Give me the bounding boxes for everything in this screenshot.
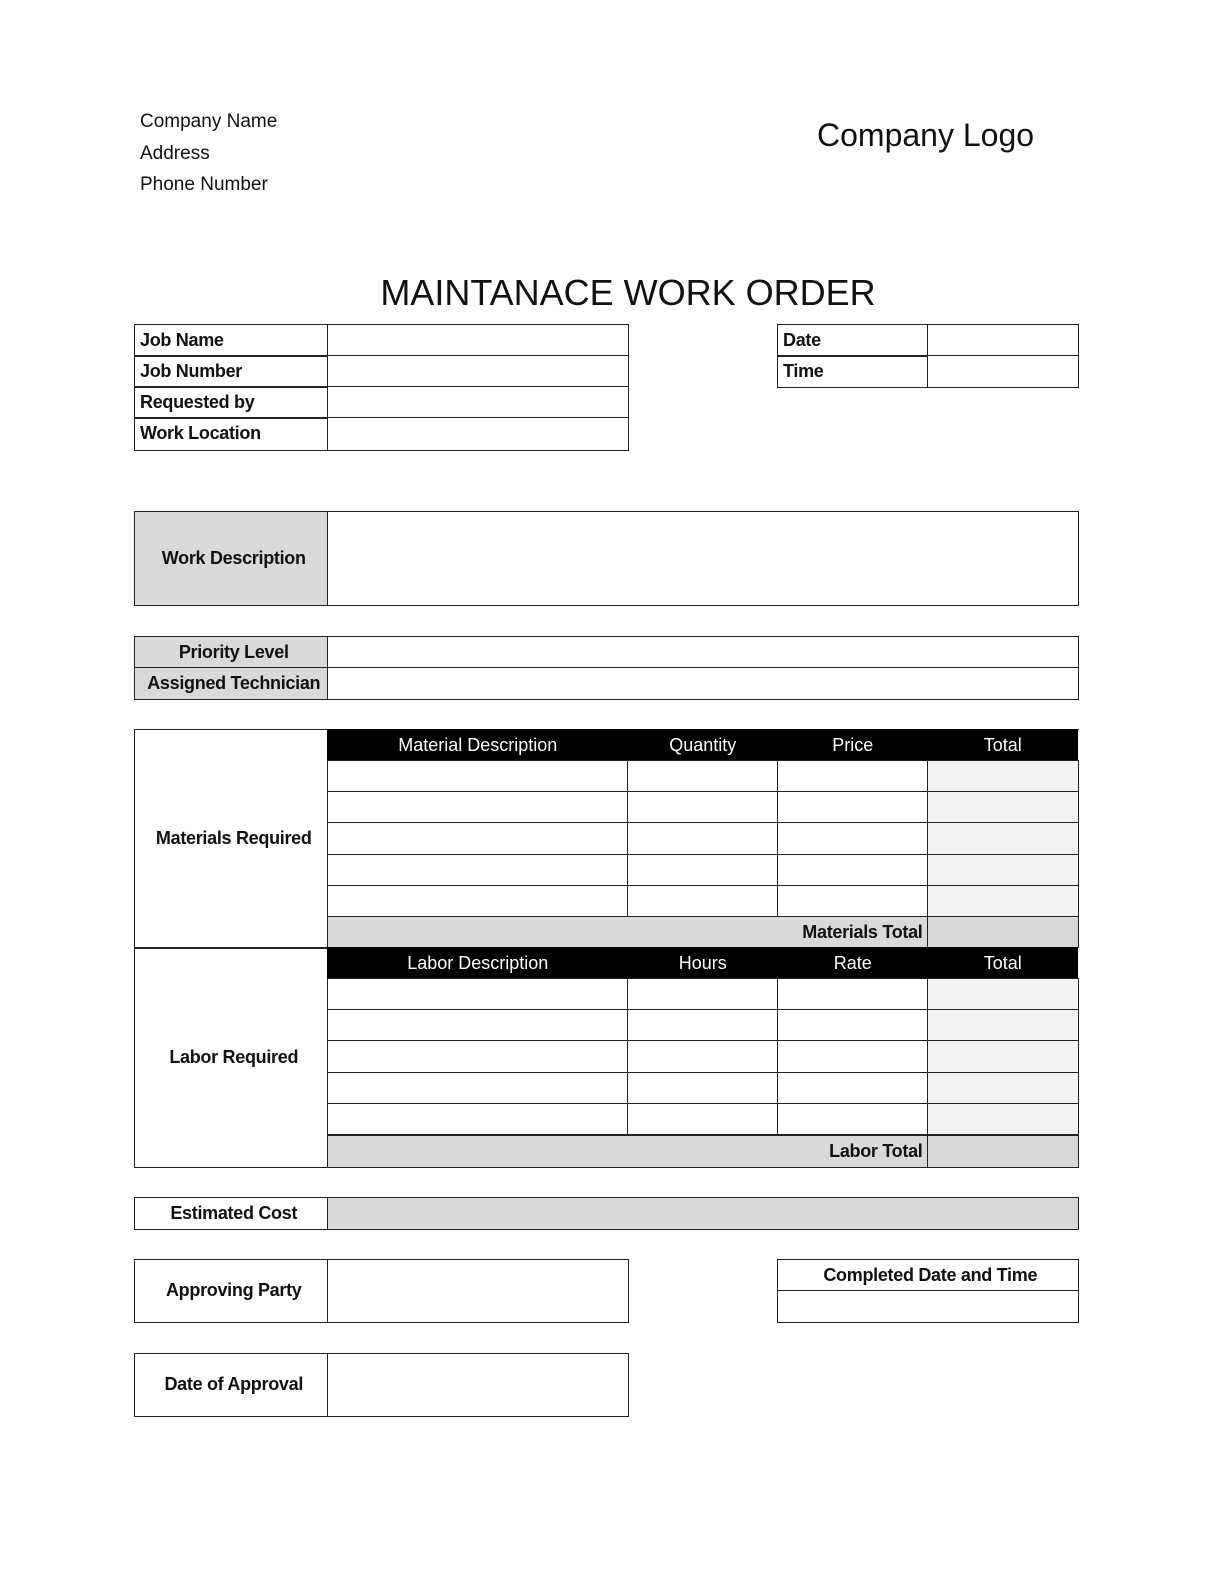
field-priority-level[interactable] bbox=[327, 636, 1079, 669]
labor-cell bbox=[927, 1040, 1079, 1074]
company-name: Company Name bbox=[140, 111, 278, 132]
materials-cell bbox=[927, 884, 1079, 918]
label-priority-level: Priority Level bbox=[134, 636, 329, 669]
materials-cell[interactable] bbox=[327, 822, 629, 856]
field-requested-by[interactable] bbox=[327, 386, 629, 419]
materials-cell[interactable] bbox=[627, 884, 779, 918]
materials-cell[interactable] bbox=[327, 853, 629, 887]
materials-cell[interactable] bbox=[327, 884, 629, 918]
labor-cell bbox=[927, 1071, 1079, 1105]
field-job-name[interactable] bbox=[327, 324, 629, 357]
label-requested-by: Requested by bbox=[134, 386, 329, 419]
field-work-description[interactable] bbox=[327, 511, 1079, 606]
labor-cell[interactable] bbox=[627, 1102, 779, 1136]
materials-cell[interactable] bbox=[627, 822, 779, 856]
labor-cell[interactable] bbox=[777, 1071, 929, 1105]
column-header-materials: Total bbox=[927, 729, 1079, 762]
labor-cell[interactable] bbox=[627, 1009, 779, 1042]
labor-cell[interactable] bbox=[777, 1040, 929, 1074]
label-materials-total: Materials Total bbox=[327, 916, 929, 949]
labor-cell[interactable] bbox=[777, 1102, 929, 1136]
page-title: MAINTANACE WORK ORDER bbox=[380, 272, 876, 313]
materials-cell[interactable] bbox=[777, 822, 929, 856]
company-address: Address bbox=[140, 143, 210, 164]
labor-cell bbox=[927, 1102, 1079, 1136]
labor-cell[interactable] bbox=[627, 1040, 779, 1074]
company-logo: Company Logo bbox=[817, 117, 1035, 153]
labor-cell[interactable] bbox=[627, 1071, 779, 1105]
labor-cell[interactable] bbox=[327, 978, 629, 1011]
materials-cell bbox=[927, 791, 1079, 824]
materials-cell[interactable] bbox=[777, 760, 929, 793]
label-approving-party: Approving Party bbox=[134, 1259, 329, 1323]
field-date[interactable] bbox=[927, 324, 1079, 357]
field-job-number[interactable] bbox=[327, 355, 629, 388]
label-completed-date-time: Completed Date and Time bbox=[777, 1259, 1079, 1292]
labor-cell[interactable] bbox=[627, 978, 779, 1011]
materials-cell[interactable] bbox=[627, 791, 779, 824]
field-approving-party[interactable] bbox=[327, 1259, 629, 1323]
labor-cell[interactable] bbox=[327, 1040, 629, 1074]
field-time[interactable] bbox=[927, 355, 1079, 388]
field-estimated-cost bbox=[327, 1197, 1079, 1230]
materials-cell[interactable] bbox=[777, 853, 929, 887]
labor-cell bbox=[927, 978, 1079, 1011]
labor-cell[interactable] bbox=[777, 978, 929, 1011]
label-job-number: Job Number bbox=[134, 355, 329, 388]
materials-cell[interactable] bbox=[627, 853, 779, 887]
labor-cell[interactable] bbox=[327, 1009, 629, 1042]
materials-cell[interactable] bbox=[627, 760, 779, 793]
label-work-location: Work Location bbox=[134, 417, 329, 451]
label-labor-required: Labor Required bbox=[134, 947, 329, 1168]
label-labor-total: Labor Total bbox=[327, 1135, 929, 1168]
label-date-of-approval: Date of Approval bbox=[134, 1353, 329, 1417]
field-completed-date-time[interactable] bbox=[777, 1290, 1079, 1323]
labor-cell[interactable] bbox=[327, 1102, 629, 1136]
label-time: Time bbox=[777, 355, 929, 388]
column-header-materials: Price bbox=[777, 729, 929, 762]
materials-cell[interactable] bbox=[327, 791, 629, 824]
field-date-of-approval[interactable] bbox=[327, 1353, 629, 1417]
column-header-labor: Labor Description bbox=[327, 947, 629, 980]
materials-cell[interactable] bbox=[327, 760, 629, 793]
column-header-labor: Total bbox=[927, 947, 1079, 980]
company-phone: Phone Number bbox=[140, 174, 268, 195]
label-materials-required: Materials Required bbox=[134, 729, 329, 949]
column-header-labor: Hours bbox=[627, 947, 779, 980]
label-assigned-technician: Assigned Technician bbox=[134, 667, 329, 700]
label-work-description: Work Description bbox=[134, 511, 329, 606]
field-materials-total bbox=[927, 916, 1079, 949]
field-labor-total bbox=[927, 1135, 1079, 1168]
field-assigned-technician[interactable] bbox=[327, 667, 1079, 700]
labor-cell[interactable] bbox=[327, 1071, 629, 1105]
label-date: Date bbox=[777, 324, 929, 357]
column-header-materials: Material Description bbox=[327, 729, 629, 762]
label-job-name: Job Name bbox=[134, 324, 329, 357]
column-header-materials: Quantity bbox=[627, 729, 779, 762]
label-estimated-cost: Estimated Cost bbox=[134, 1197, 329, 1230]
column-header-labor: Rate bbox=[777, 947, 929, 980]
labor-cell bbox=[927, 1009, 1079, 1042]
field-work-location[interactable] bbox=[327, 417, 629, 451]
materials-cell[interactable] bbox=[777, 791, 929, 824]
materials-cell bbox=[927, 853, 1079, 887]
materials-cell bbox=[927, 822, 1079, 856]
materials-cell[interactable] bbox=[777, 884, 929, 918]
materials-cell bbox=[927, 760, 1079, 793]
labor-cell[interactable] bbox=[777, 1009, 929, 1042]
